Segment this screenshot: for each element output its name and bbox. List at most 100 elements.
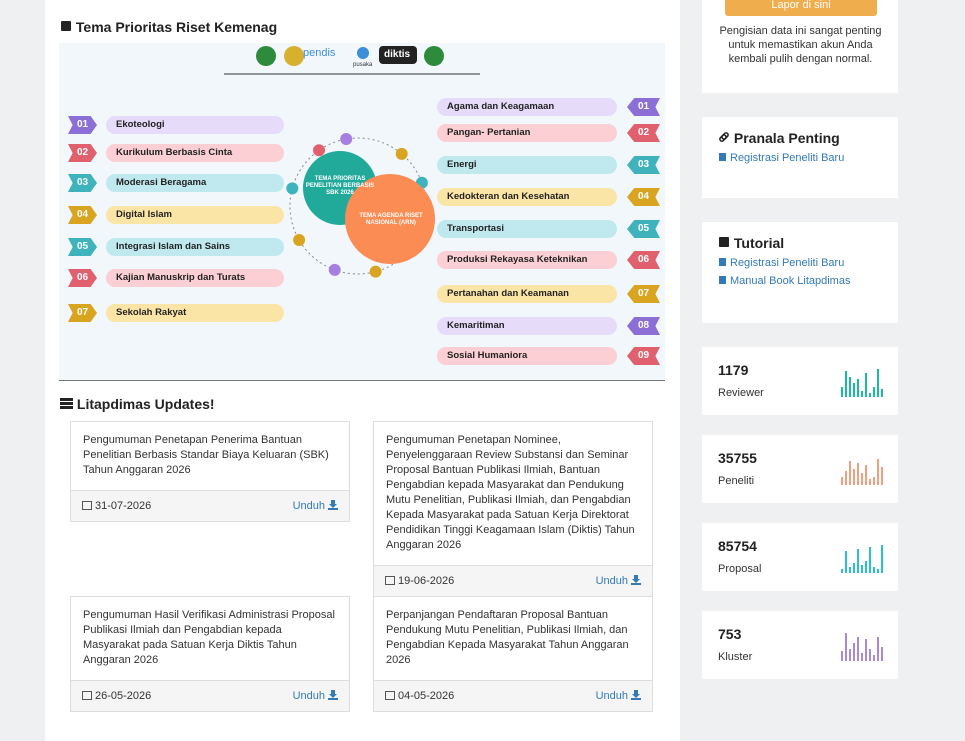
spark-bar [841, 651, 843, 661]
download-link[interactable]: Unduh [293, 491, 338, 521]
topic-label: Integrasi Islam dan Sains [106, 238, 284, 256]
topic-label: Energi [437, 156, 617, 174]
download-link[interactable]: Unduh [596, 681, 641, 711]
topic-label: Kedokteran dan Kesehatan [437, 188, 617, 206]
spark-bar [849, 461, 851, 485]
number-badge: 03 [627, 156, 660, 174]
dot [286, 182, 299, 195]
number-badge: 07 [627, 285, 660, 303]
spark-bar [861, 565, 863, 573]
download-icon [328, 500, 338, 510]
stat-label: Reviewer [718, 387, 764, 399]
spark-bar [857, 379, 859, 397]
secondary-text: TEMA AGENDA RISET NASIONAL (ARN) [359, 213, 423, 226]
update-card: Perpanjangan Pendaftaran Proposal Bantua… [373, 596, 653, 712]
number-badge: 08 [627, 317, 660, 335]
links-panel: Pranala Penting Registrasi Peneliti Baru [702, 117, 898, 198]
spark-bar [853, 563, 855, 573]
spark-bar [845, 551, 847, 573]
spark-bar [849, 567, 851, 573]
topic-label: Kurikulum Berbasis Cinta [106, 144, 284, 162]
number-badge: 02 [68, 144, 97, 162]
download-icon [631, 575, 641, 585]
spark-bar [861, 653, 863, 661]
tutorial-panel: Tutorial Registrasi Peneliti Baru Manual … [702, 222, 898, 323]
stat-value: 753 [718, 626, 742, 642]
stat-panel: 1179 Reviewer [702, 347, 898, 415]
link-text[interactable]: Registrasi Peneliti Baru [730, 152, 845, 164]
number-badge: 05 [627, 220, 660, 238]
topic-label: Pertanahan dan Keamanan [437, 285, 617, 303]
download-text[interactable]: Unduh [292, 690, 325, 702]
heading: Tema Prioritas Riset Kemenag [60, 19, 277, 35]
link-text[interactable]: Registrasi Peneliti Baru [730, 257, 845, 269]
stat-panel: 753 Kluster [702, 611, 898, 679]
card-footer: 19-06-2026 Unduh [374, 565, 652, 596]
topic-label: Transportasi [437, 220, 617, 238]
spark-bar [853, 383, 855, 397]
side-link[interactable]: Registrasi Peneliti Baru [718, 257, 882, 269]
spark-bar [845, 633, 847, 661]
spark-bar [873, 477, 875, 485]
icon-shape [328, 690, 338, 700]
number-badge: 01 [627, 98, 660, 116]
priority-heading: Tema Prioritas Riset Kemenag [60, 19, 277, 35]
icon-shape [82, 501, 92, 510]
stat-value: 35755 [718, 450, 757, 466]
icon-shape [631, 575, 641, 585]
topic-label: Sosial Humaniora [437, 347, 617, 365]
spark-bar [881, 647, 883, 661]
icon-shape [385, 691, 395, 700]
download-text[interactable]: Unduh [595, 575, 628, 587]
logo [284, 46, 304, 66]
topic-label: Pangan- Pertanian [437, 124, 617, 142]
spark-bar [873, 567, 875, 573]
card-text: Pengumuman Penetapan Nominee, Penyelengg… [386, 434, 635, 551]
user-icon [719, 258, 726, 266]
update-card: Pengumuman Hasil Verifikasi Administrasi… [70, 596, 350, 712]
spark-bar [861, 391, 863, 397]
spark-bar [865, 561, 867, 573]
download-link[interactable]: Unduh [596, 566, 641, 596]
stat-label: Proposal [718, 563, 762, 575]
stat-panel: 85754 Proposal [702, 523, 898, 591]
calendar-icon [385, 691, 395, 700]
spark-bar [877, 369, 879, 397]
spark-bar [869, 393, 871, 397]
card-text: Pengumuman Penetapan Penerima Bantuan Pe… [83, 434, 329, 476]
spark-bar [853, 643, 855, 661]
title: Pranala Penting [733, 130, 840, 146]
download-text[interactable]: Unduh [292, 500, 325, 512]
title: Litapdimas Updates! [76, 396, 215, 412]
stat-label: Kluster [718, 651, 753, 663]
side-link[interactable]: Registrasi Peneliti Baru [718, 152, 882, 164]
number-badge: 07 [68, 304, 97, 322]
spark-bar [869, 649, 871, 661]
spark-bar [877, 637, 879, 661]
link-text[interactable]: Manual Book Litapdimas [730, 275, 851, 287]
card-footer: 26-05-2026 Unduh [71, 680, 349, 711]
topic-label: Sekolah Rakyat [106, 304, 284, 322]
icon-shape [719, 276, 726, 284]
stat-panel: 35755 Peneliti [702, 435, 898, 503]
side-link[interactable]: Manual Book Litapdimas [718, 275, 882, 287]
report-button[interactable]: Lapor di sini [725, 0, 877, 16]
download-text[interactable]: Unduh [595, 690, 628, 702]
spark-bar [865, 373, 867, 397]
calendar-icon [385, 576, 395, 585]
card-date: 19-06-2026 [398, 575, 455, 587]
icon-shape [631, 690, 641, 700]
spark-bar [857, 463, 859, 485]
spark-bar [869, 479, 871, 485]
spark-bar [841, 387, 843, 397]
number-badge: 06 [627, 251, 660, 269]
number-badge: 02 [627, 124, 660, 142]
download-link[interactable]: Unduh [293, 681, 338, 711]
update-card: Pengumuman Penetapan Penerima Bantuan Pe… [70, 421, 350, 522]
icon-shape [82, 691, 92, 700]
topic-label: Moderasi Beragama [106, 174, 284, 192]
card-date: 31-07-2026 [95, 500, 152, 512]
logo [424, 46, 444, 66]
logo [256, 46, 276, 66]
